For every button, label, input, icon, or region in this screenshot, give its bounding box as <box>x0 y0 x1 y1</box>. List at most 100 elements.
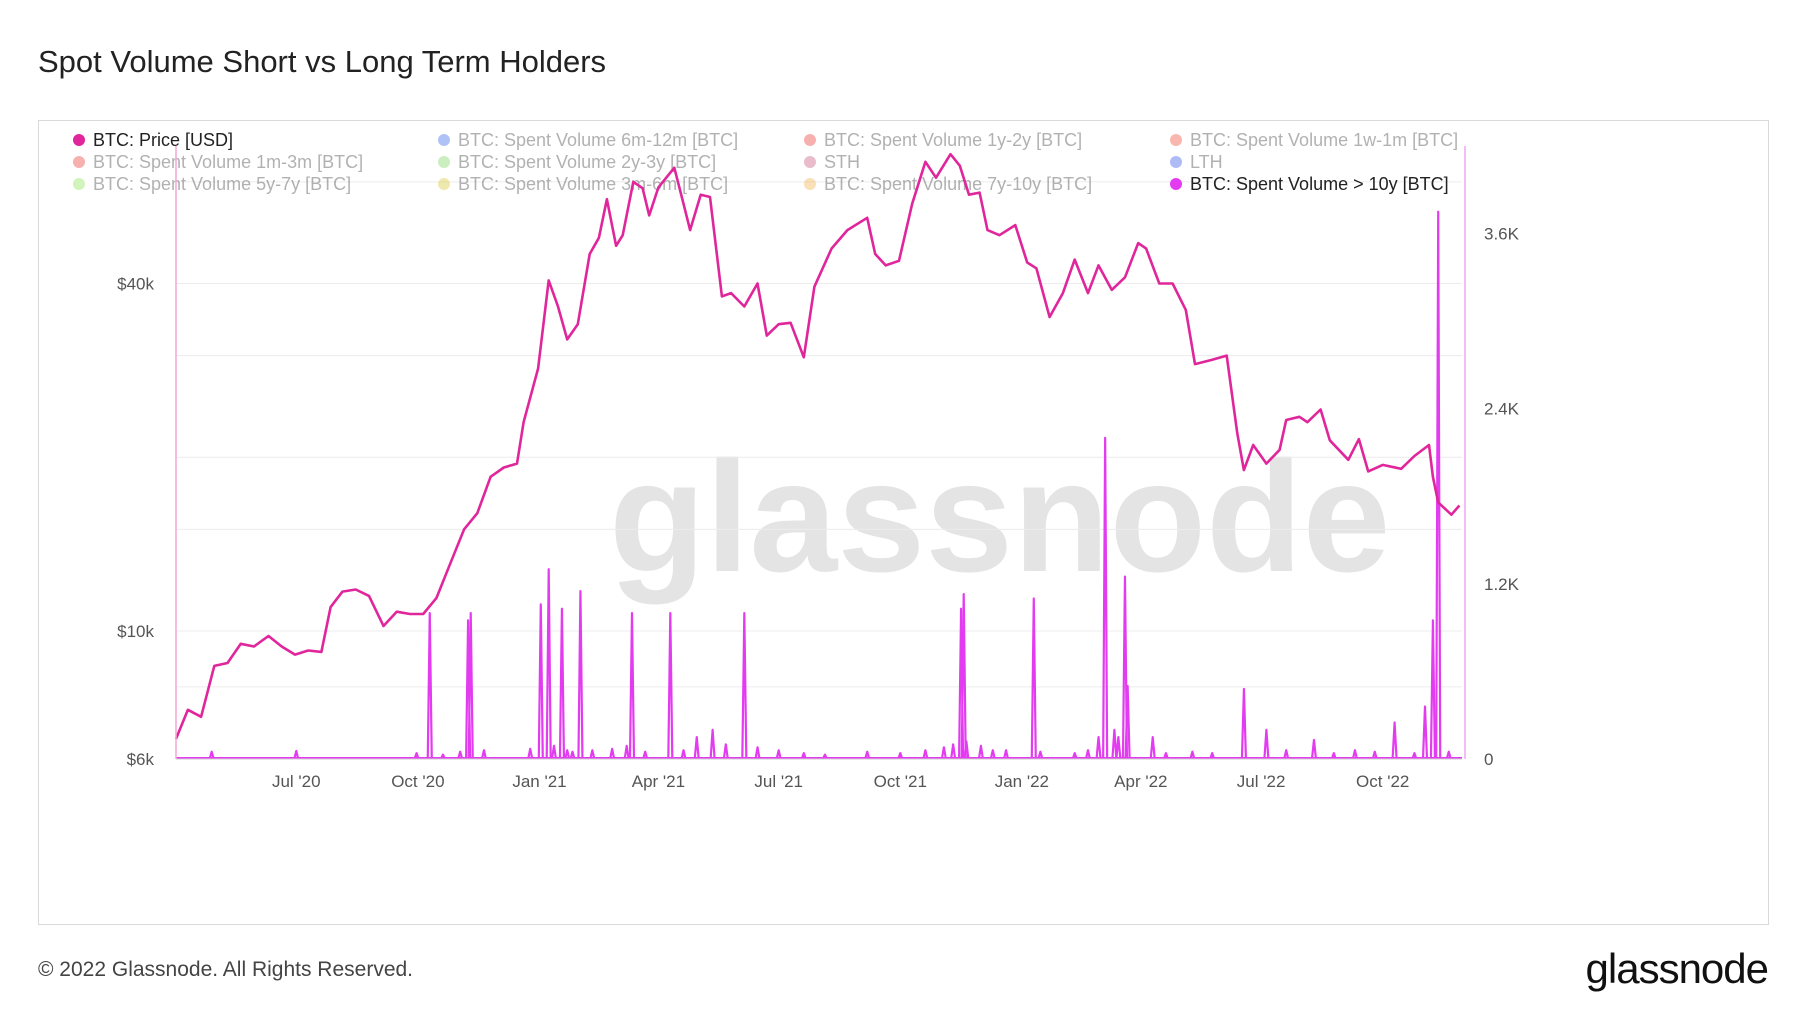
legend-item[interactable]: BTC: Price [USD] <box>73 130 233 150</box>
volume-spike <box>545 568 552 760</box>
legend-marker <box>804 134 816 146</box>
volume-spike <box>1162 752 1169 760</box>
right-axis-tick: 0 <box>1484 750 1493 769</box>
legend-label: STH <box>824 152 860 172</box>
volume-spike <box>977 744 984 760</box>
volume-spike <box>1411 752 1418 760</box>
volume-spike <box>1084 749 1092 760</box>
volume-spike <box>426 611 433 760</box>
volume-spike <box>1310 738 1318 760</box>
volume-spike <box>457 750 464 760</box>
volume-spike <box>963 740 970 760</box>
volume-spike <box>1445 750 1452 760</box>
volume-spike <box>413 752 420 760</box>
x-axis-tick: Apr '22 <box>1114 772 1167 791</box>
price-series <box>174 152 1461 740</box>
volume-spike <box>1330 752 1337 760</box>
volume-spike <box>1095 736 1102 760</box>
legend-marker <box>73 178 85 190</box>
legend-marker <box>438 178 450 190</box>
volume-spike <box>564 749 571 760</box>
right-axis-tick: 2.4K <box>1484 400 1520 419</box>
volume-spike <box>989 749 996 760</box>
legend-item[interactable]: BTC: Spent Volume 1y-2y [BTC] <box>804 130 1082 150</box>
volume-spike <box>1391 721 1398 760</box>
x-axis-tick: Oct '20 <box>391 772 444 791</box>
legend-item[interactable]: BTC: Spent Volume 1w-1m [BTC] <box>1170 130 1458 150</box>
volume-spike <box>897 752 904 760</box>
price-line <box>174 152 1461 740</box>
left-axis-tick: $6k <box>127 750 155 769</box>
legend: BTC: Price [USD] BTC: Spent Volume 6m-12m… <box>73 130 1458 194</box>
legend-item[interactable]: STH <box>804 152 860 172</box>
chart-svg: glassnode BTC: Price [USD] BTC: Spent Vol… <box>73 130 1520 791</box>
legend-marker <box>804 178 816 190</box>
x-axis-tick: Oct '22 <box>1356 772 1409 791</box>
volume-spike <box>1371 750 1378 760</box>
volume-spike <box>569 750 576 760</box>
left-axis-tick: $40k <box>117 275 154 294</box>
volume-spike <box>527 747 534 760</box>
legend-label: BTC: Spent Volume 5y-7y [BTC] <box>93 174 351 194</box>
volume-spike <box>609 747 616 760</box>
right-axis-tick: 3.6K <box>1484 225 1520 244</box>
legend-marker <box>73 156 85 168</box>
volume-spike <box>722 743 729 760</box>
volume-spike <box>628 611 636 760</box>
volume-spike <box>1071 752 1078 760</box>
chart-panel: glassnode BTC: Price [USD] BTC: Spent Vol… <box>38 120 1769 925</box>
x-axis-tick: Jul '21 <box>754 772 803 791</box>
volume-spike <box>1435 210 1442 760</box>
legend-item[interactable]: BTC: Spent Volume 2y-3y [BTC] <box>438 152 716 172</box>
volume-spike <box>1240 687 1248 760</box>
volume-spike <box>623 744 630 760</box>
x-axis-tick: Jan '21 <box>512 772 566 791</box>
legend-item[interactable]: BTC: Spent Volume 7y-10y [BTC] <box>804 174 1092 194</box>
x-axis-tick: Oct '21 <box>874 772 927 791</box>
legend-label: LTH <box>1190 152 1223 172</box>
x-axis-tick: Jul '22 <box>1237 772 1286 791</box>
x-axis-tick: Apr '21 <box>632 772 685 791</box>
volume-spike <box>1124 684 1131 760</box>
volume-spike <box>693 736 700 760</box>
legend-item[interactable]: LTH <box>1170 152 1223 172</box>
volume-spike <box>667 611 674 760</box>
x-axis-tick: Jan '22 <box>995 772 1049 791</box>
volume-spike <box>1283 749 1290 760</box>
volume-spike <box>1209 752 1216 760</box>
volume-spike <box>960 592 967 760</box>
volume-spike <box>1002 749 1010 760</box>
volume-spike <box>577 590 584 760</box>
volume-spike <box>821 753 828 760</box>
volume-spike <box>293 749 300 760</box>
legend-label: BTC: Spent Volume 7y-10y [BTC] <box>824 174 1092 194</box>
volume-spike <box>439 753 446 760</box>
watermark-text: glassnode <box>609 429 1390 605</box>
volume-series <box>176 210 1462 760</box>
volume-spike <box>589 749 596 760</box>
volume-spike <box>467 611 474 760</box>
legend-item[interactable]: BTC: Spent Volume 5y-7y [BTC] <box>73 174 351 194</box>
volume-spike <box>1102 436 1109 760</box>
legend-marker <box>438 156 450 168</box>
legend-label: BTC: Spent Volume 3m-6m [BTC] <box>458 174 728 194</box>
volume-spike <box>1111 728 1118 760</box>
volume-spike <box>680 749 687 760</box>
legend-item[interactable]: BTC: Spent Volume 3m-6m [BTC] <box>438 174 728 194</box>
volume-spike <box>775 749 782 760</box>
left-axis-tick: $10k <box>117 622 154 641</box>
legend-marker <box>438 134 450 146</box>
legend-item[interactable]: BTC: Spent Volume > 10y [BTC] <box>1170 174 1449 194</box>
legend-item[interactable]: BTC: Spent Volume 1m-3m [BTC] <box>73 152 363 172</box>
right-axis-tick: 1.2K <box>1484 575 1520 594</box>
volume-spike <box>1115 736 1122 760</box>
legend-marker <box>73 134 85 146</box>
legend-marker <box>1170 156 1182 168</box>
chart-title: Spot Volume Short vs Long Term Holders <box>38 44 607 79</box>
glassnode-logo[interactable]: glassnode <box>1585 945 1769 992</box>
legend-item[interactable]: BTC: Spent Volume 6m-12m [BTC] <box>438 130 738 150</box>
legend-marker <box>1170 134 1182 146</box>
volume-spike <box>480 749 488 760</box>
copyright-footer: © 2022 Glassnode. All Rights Reserved. <box>38 958 414 981</box>
volume-spike <box>800 752 807 760</box>
